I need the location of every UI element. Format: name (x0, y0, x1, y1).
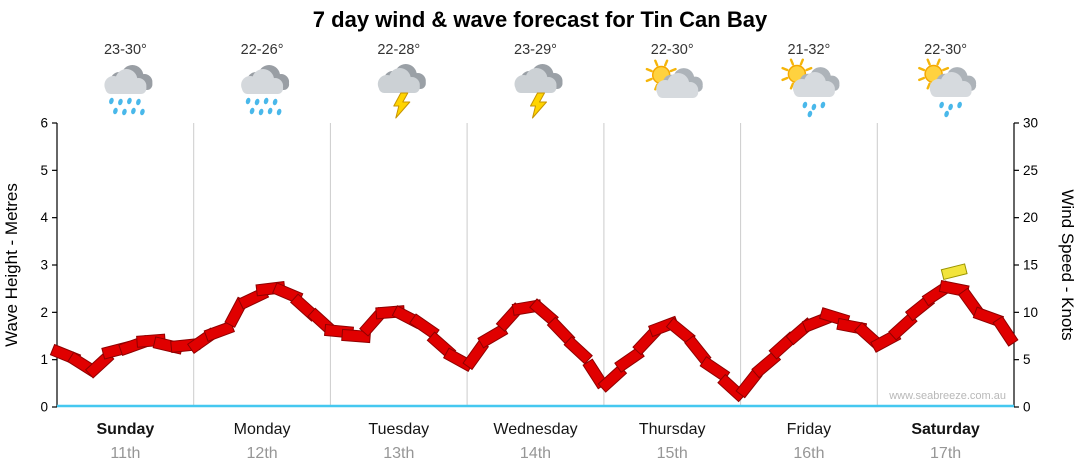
lightning-icon (530, 92, 547, 119)
day-name-label: Saturday (911, 421, 980, 438)
day-date-label: 17th (930, 445, 961, 462)
right-tick-label: 0 (1023, 400, 1031, 415)
watermark: www.seabreeze.com.au (888, 390, 1006, 402)
wind-arrow (341, 328, 372, 344)
right-tick-label: 25 (1023, 163, 1038, 178)
raindrop-icon (944, 110, 949, 118)
raindrop-icon (807, 110, 813, 118)
wind-arrow (717, 373, 747, 403)
cloud-icon (514, 68, 557, 93)
weather-icon-storm (514, 64, 563, 119)
cloud-icon (377, 68, 420, 93)
left-tick-label: 5 (40, 163, 48, 178)
raindrop-icon (109, 97, 114, 105)
raindrop-icon (263, 97, 269, 105)
raindrop-icon (136, 98, 141, 106)
cloud-icon (104, 69, 147, 94)
right-axis-title: Wind Speed - Knots (1058, 189, 1077, 340)
raindrop-icon (258, 108, 264, 116)
day-temp-range: 22-26° (241, 42, 284, 58)
raindrop-icon (802, 101, 808, 109)
raindrop-icon (272, 98, 278, 106)
weather-icon-sun-cloud-rain (781, 58, 840, 118)
raindrop-icon (245, 97, 251, 105)
left-axis-title: Wave Height - Metres (2, 183, 21, 347)
raindrop-icon (267, 107, 273, 115)
cloud-icon (792, 72, 835, 97)
weather-icon-sun-cloud-rain (918, 58, 977, 118)
day-date-label: 14th (520, 445, 551, 462)
weather-icon-rain (241, 65, 290, 116)
day-name-label: Sunday (97, 421, 155, 438)
day-name-label: Tuesday (368, 421, 429, 438)
day-date-label: 13th (383, 445, 414, 462)
day-temp-range: 21-32° (787, 42, 830, 58)
weather-icon-sun-cloud (645, 59, 703, 98)
raindrop-icon (939, 101, 944, 109)
right-tick-label: 15 (1023, 258, 1038, 273)
wind-arrow (563, 335, 593, 365)
yellow-flag-marker (940, 263, 968, 281)
left-tick-label: 1 (40, 352, 48, 367)
right-tick-label: 10 (1023, 305, 1038, 320)
left-tick-label: 0 (40, 400, 48, 415)
raindrop-icon (118, 98, 123, 106)
raindrop-icon (249, 107, 255, 115)
raindrop-icon (122, 108, 127, 116)
right-tick-label: 30 (1023, 116, 1038, 131)
raindrop-icon (811, 103, 817, 111)
raindrop-icon (254, 98, 260, 106)
day-temp-range: 22-30° (924, 42, 967, 58)
cloud-icon (929, 72, 972, 97)
right-tick-label: 5 (1023, 352, 1031, 367)
left-tick-label: 6 (40, 116, 48, 131)
raindrop-icon (820, 101, 826, 109)
cloud-icon (656, 73, 699, 98)
lightning-icon (393, 92, 411, 119)
day-date-label: 16th (793, 445, 824, 462)
day-date-label: 11th (110, 445, 140, 462)
raindrop-icon (957, 101, 962, 109)
page-title: 7 day wind & wave forecast for Tin Can B… (313, 7, 768, 32)
left-tick-label: 2 (40, 305, 48, 320)
cloud-icon (241, 69, 284, 94)
raindrop-icon (113, 107, 118, 115)
day-name-label: Wednesday (493, 421, 577, 438)
day-name-label: Friday (787, 421, 831, 438)
raindrop-icon (948, 103, 953, 111)
raindrop-icon (127, 97, 132, 105)
raindrop-icon (140, 108, 145, 116)
right-tick-label: 20 (1023, 210, 1038, 225)
sun-icon (645, 59, 677, 91)
day-temp-range: 23-30° (104, 42, 147, 58)
weather-icon-rain (104, 65, 153, 116)
raindrop-icon (276, 108, 282, 116)
day-temp-range: 22-30° (651, 42, 694, 58)
day-name-label: Thursday (639, 421, 706, 438)
raindrop-icon (131, 107, 136, 115)
day-date-label: 12th (247, 445, 278, 462)
day-date-label: 15th (657, 445, 688, 462)
left-tick-label: 4 (40, 210, 48, 225)
day-name-label: Monday (234, 421, 291, 438)
day-temp-range: 23-29° (514, 42, 557, 58)
wind-arrow (992, 315, 1019, 347)
day-temp-range: 22-28° (377, 42, 420, 58)
left-tick-label: 3 (40, 258, 48, 273)
weather-icon-storm (377, 64, 426, 119)
